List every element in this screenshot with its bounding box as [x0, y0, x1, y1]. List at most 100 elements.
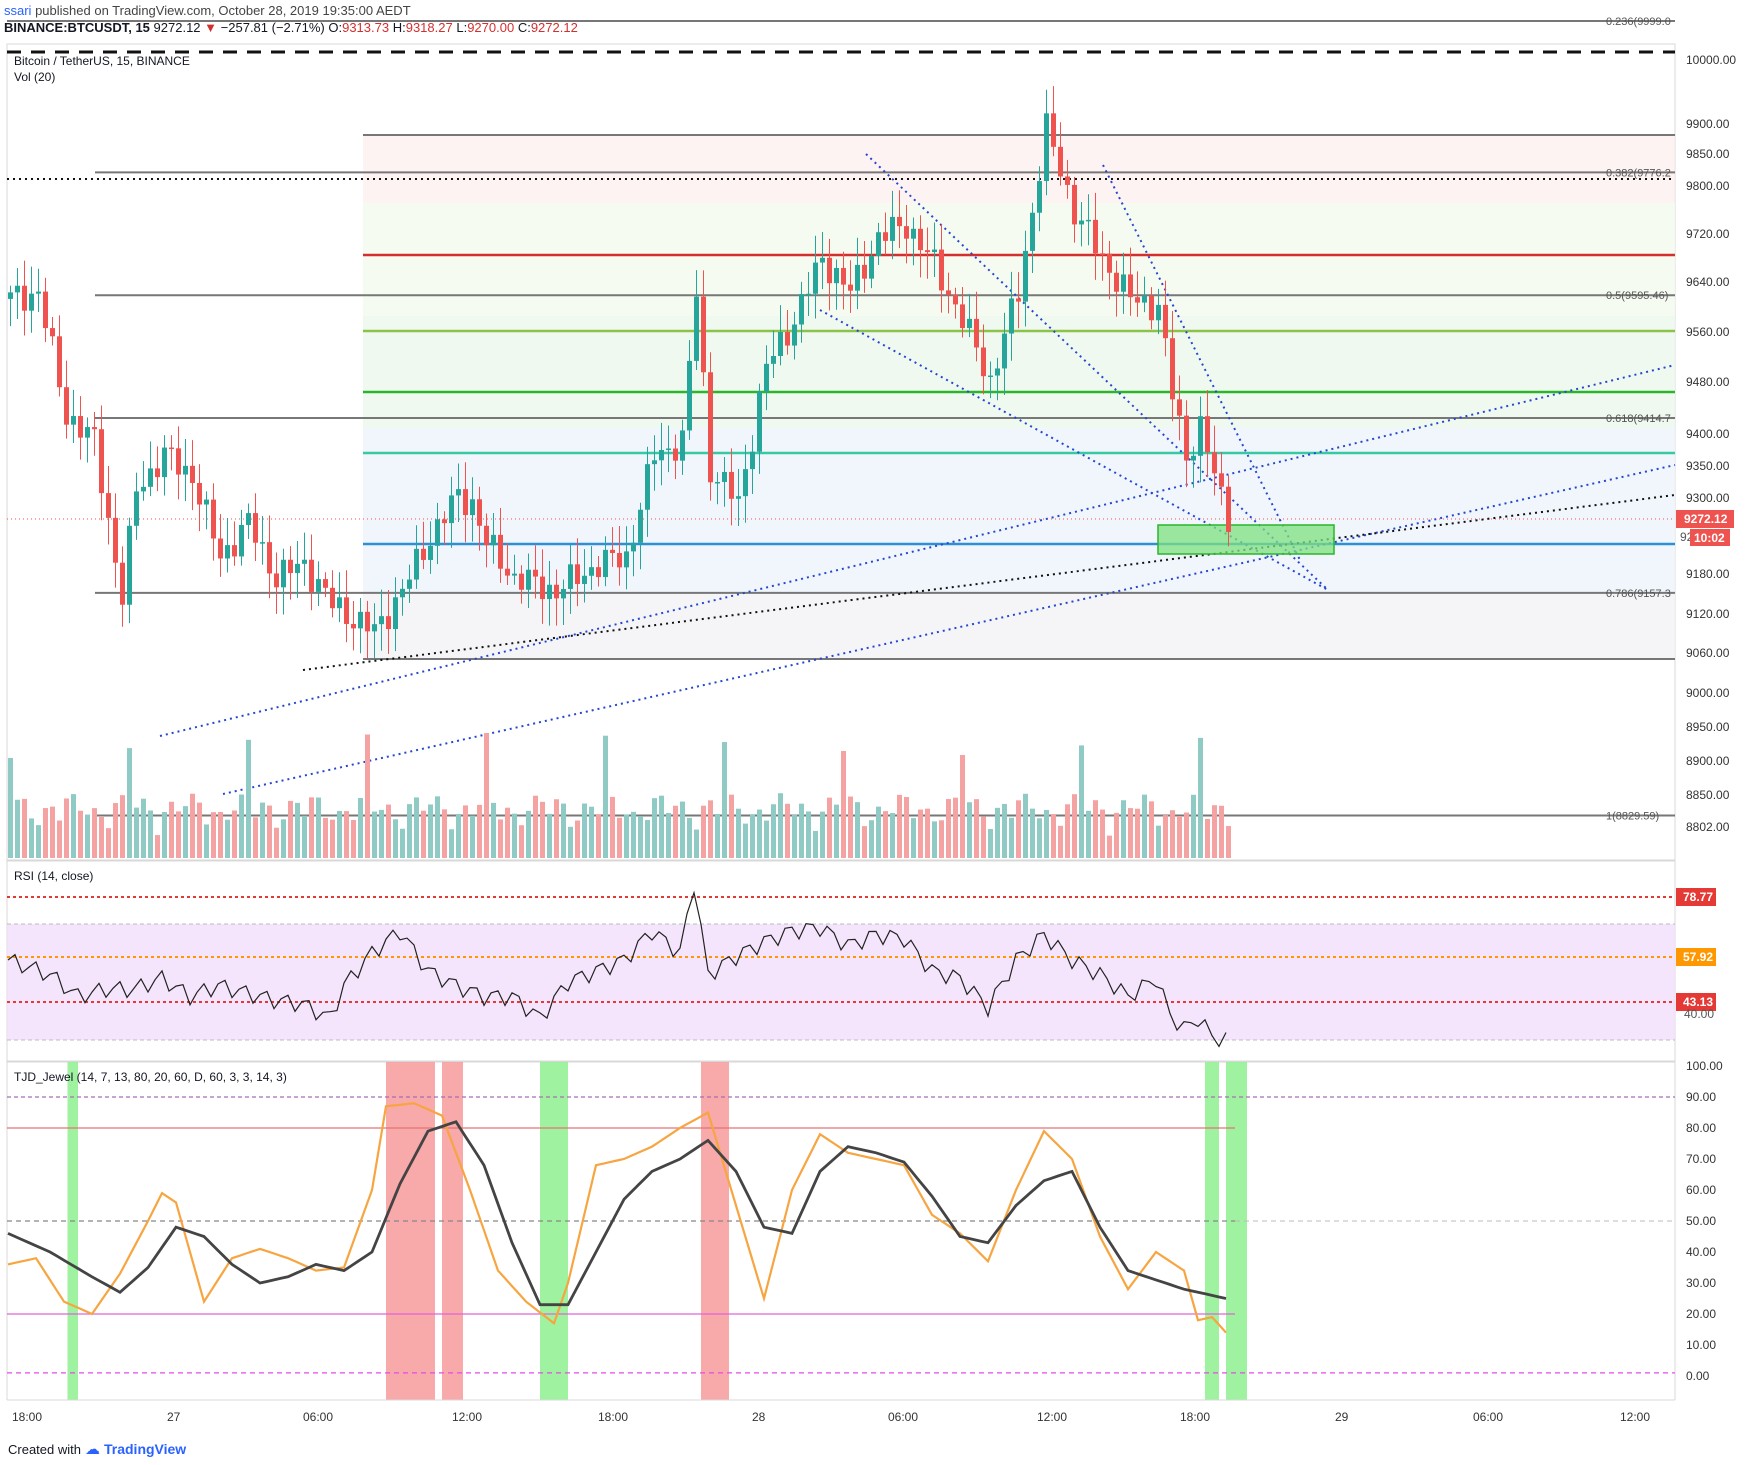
jewel-highlight-green	[1226, 1062, 1247, 1400]
candle-body	[645, 464, 650, 510]
volume-bar	[365, 734, 370, 858]
candle-body	[715, 481, 720, 484]
jewel-tick-label: 80.00	[1686, 1121, 1716, 1135]
volume-bar	[302, 815, 307, 858]
candle-body	[316, 579, 321, 592]
volume-bar	[225, 819, 230, 858]
candle-body	[232, 545, 237, 557]
candle-body	[498, 534, 503, 569]
candle-body	[575, 564, 580, 584]
volume-bar	[792, 814, 797, 858]
candle-body	[729, 471, 734, 499]
volume-bar	[610, 796, 615, 858]
volume-bar	[582, 803, 587, 858]
volume-bar	[456, 813, 461, 858]
volume-bar	[1226, 826, 1231, 858]
candle-body	[1149, 295, 1154, 321]
trendline-down-3[interactable]	[1102, 164, 1301, 561]
candle-body	[1023, 250, 1028, 302]
price-tick-label: 8802.00	[1686, 820, 1730, 834]
volume-bar	[92, 808, 97, 858]
rsi-lower-value: 43.13	[1683, 995, 1713, 1009]
candle-body	[8, 292, 13, 299]
candle-body	[974, 318, 979, 348]
volume-bar	[232, 810, 237, 858]
jewel-highlight-green	[540, 1062, 568, 1400]
price-tick-label: 9720.00	[1686, 227, 1730, 241]
candle-body	[813, 262, 818, 294]
trendline-up-2[interactable]	[222, 464, 1676, 795]
last-price: 9272.12	[153, 20, 201, 35]
volume-bar	[953, 797, 958, 858]
jewel-fast-line	[7, 1102, 1227, 1334]
price-tick-label: 9400.00	[1686, 427, 1730, 441]
volume-bar	[337, 810, 342, 858]
volume-bar	[134, 807, 139, 858]
candle-body	[652, 460, 657, 465]
candle-body	[946, 290, 951, 295]
volume-bar	[519, 825, 524, 858]
price-axis[interactable]: 10000.00 9900.00 9850.00 9800.00 9720.00 9640…	[1676, 44, 1748, 1400]
volume-bar	[36, 825, 41, 858]
candle-body	[71, 416, 76, 425]
trendline-up-1[interactable]	[159, 364, 1676, 737]
volume-bar	[64, 798, 69, 858]
candle-body	[127, 525, 132, 605]
high-label: H:	[392, 20, 406, 35]
volume-bar	[841, 750, 846, 858]
volume-bar	[624, 814, 629, 858]
candle-body	[1177, 399, 1182, 416]
candle-body	[225, 545, 230, 559]
volume-bar	[1184, 812, 1189, 858]
volume-bar	[8, 758, 13, 858]
time-tick-label: 18:00	[12, 1410, 42, 1424]
jewel-ticks: 100.00 90.00 80.00 70.00 60.00 50.00 40.00 30.0…	[1686, 1059, 1723, 1383]
volume-bar	[211, 812, 216, 858]
candle-body	[554, 584, 559, 599]
volume-bar	[785, 803, 790, 858]
volume-bar	[806, 811, 811, 858]
countdown-badge	[1690, 529, 1730, 546]
candle-body	[533, 569, 538, 577]
volume-bar	[71, 794, 76, 858]
time-axis[interactable]: 18:00 27 06:00 12:00 18:00 28 06:00 12:00 18:00 2…	[0, 1399, 1748, 1430]
volume-bar	[778, 793, 783, 858]
candle-body	[547, 584, 552, 600]
candle-body	[736, 496, 741, 499]
price-tick-label: 9120.00	[1686, 607, 1730, 621]
brand-name[interactable]: TradingView	[103, 1441, 187, 1457]
volume-bar	[120, 795, 125, 858]
candle-body	[953, 294, 958, 305]
candle-body	[722, 471, 727, 482]
candle-body	[421, 548, 426, 560]
target-zone-box[interactable]	[1157, 524, 1335, 555]
candle-body	[862, 264, 867, 279]
fibonacci-lines	[7, 20, 1675, 817]
volume-bar	[281, 819, 286, 858]
volume-bar	[407, 804, 412, 858]
volume-bar	[1128, 808, 1133, 858]
open-value: 9313.73	[342, 20, 390, 35]
price-ticks: 10000.00 9900.00 9850.00 9800.00 9720.00 9640…	[1686, 53, 1736, 834]
trendline-up-black[interactable]	[302, 494, 1676, 671]
trendline-down-2[interactable]	[819, 309, 1329, 591]
volume-bar	[498, 819, 503, 858]
rsi-upper-badge	[1676, 888, 1716, 906]
candle-body	[99, 429, 104, 494]
down-arrow-icon: ▼	[204, 20, 218, 35]
trendline-down-1[interactable]	[865, 153, 1329, 591]
volume-bar	[911, 818, 916, 858]
candle-body	[582, 575, 587, 584]
author[interactable]: ssari	[4, 3, 32, 18]
volume-bar	[393, 819, 398, 858]
candle-body	[302, 559, 307, 564]
volume-bar	[540, 801, 545, 858]
candle-body	[778, 332, 783, 357]
candle-body	[519, 573, 524, 590]
rsi-tick-value: 40.00	[1684, 1007, 1714, 1021]
candle-body	[134, 491, 139, 526]
candle-body	[687, 360, 692, 431]
trend-lines	[159, 153, 1676, 795]
candle-body	[1142, 295, 1147, 303]
